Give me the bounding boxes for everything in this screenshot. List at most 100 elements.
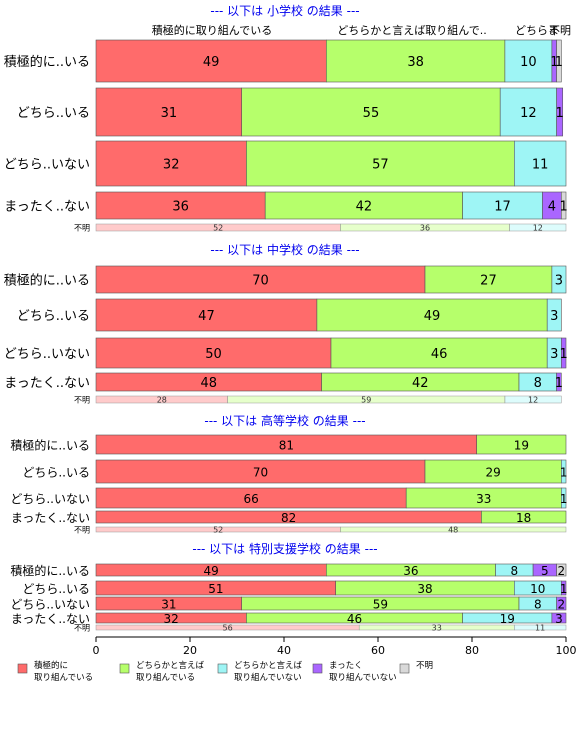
legend-label: まったく [329, 661, 363, 671]
data-label: 42 [356, 200, 373, 215]
data-label: 27 [480, 274, 497, 289]
row-label: まったく..ない [4, 200, 90, 215]
unknown-data-label: 52 [213, 224, 223, 233]
bar-segment [556, 372, 562, 392]
data-label: 8 [510, 564, 518, 578]
data-label: 70 [253, 466, 268, 480]
row-label: どちら..いる [17, 106, 90, 121]
unknown-segment [509, 223, 567, 232]
x-tick-label: 100 [556, 644, 577, 657]
data-label: 81 [279, 439, 294, 453]
row-label: どちら..いない [4, 347, 90, 362]
data-label: 1 [550, 55, 558, 70]
data-label: 11 [532, 158, 549, 173]
data-label: 19 [514, 439, 529, 453]
data-label: 1 [560, 200, 568, 215]
legend-label: どちらかと言えば [234, 660, 303, 671]
bar-segment [560, 487, 567, 509]
row-label: どちら..いない [10, 598, 90, 612]
row-label: どちら..いない [10, 492, 90, 506]
row-label: どちら..いない [4, 158, 90, 173]
unknown-data-label: 36 [420, 224, 430, 233]
data-label: 66 [243, 492, 258, 506]
data-label: 55 [363, 106, 380, 121]
data-label: 29 [486, 466, 501, 480]
row-label: どちら..いる [22, 582, 90, 596]
bar-segment [330, 337, 548, 369]
data-label: 10 [530, 582, 545, 596]
bar-segment [546, 298, 562, 332]
data-label: 38 [407, 55, 424, 70]
bar-segment [551, 265, 567, 294]
data-label: 1 [560, 582, 568, 596]
data-label: 19 [500, 612, 515, 626]
row-label: どちら..いる [22, 466, 90, 480]
data-label: 12 [520, 106, 537, 121]
bar-segment [264, 191, 463, 220]
bar-segment [246, 140, 515, 187]
bar-segment [556, 596, 567, 611]
bar-segment [95, 337, 332, 369]
bar-segment [556, 87, 564, 137]
bar-segment [560, 191, 567, 220]
panel-title: --- 以下は 中学校 の結果 --- [210, 242, 359, 257]
unknown-segment [340, 526, 567, 533]
legend-label: 積極的に [34, 660, 68, 671]
bar-segment [556, 39, 562, 83]
data-label: 10 [520, 55, 537, 70]
bar-segment [560, 337, 567, 369]
unknown-data-label: 12 [533, 224, 543, 233]
panel-title: --- 以下は 特別支援学校 の結果 --- [192, 541, 377, 556]
unknown-segment [514, 624, 567, 631]
unknown-data-label: 48 [448, 526, 458, 535]
x-tick-label: 20 [183, 644, 197, 657]
bar-segment [424, 265, 553, 294]
data-label: 48 [201, 376, 218, 391]
column-header: 不明 [549, 24, 571, 37]
data-label: 70 [252, 274, 269, 289]
unknown-data-label: 56 [223, 624, 233, 633]
unknown-segment [504, 395, 562, 404]
bar-segment [241, 87, 501, 137]
unknown-label: 不明 [74, 224, 90, 233]
data-label: 3 [555, 274, 563, 289]
unknown-data-label: 11 [535, 624, 545, 633]
data-label: 32 [163, 158, 180, 173]
data-label: 46 [347, 612, 362, 626]
unknown-data-label: 12 [528, 396, 538, 405]
data-label: 49 [424, 309, 441, 324]
bar-segment [95, 265, 426, 294]
unknown-label: 不明 [74, 624, 90, 633]
data-label: 42 [412, 376, 429, 391]
legend-swatch [17, 663, 28, 674]
data-label: 1 [560, 347, 568, 362]
panel-title: --- 以下は 小学校 の結果 --- [210, 3, 359, 18]
data-label: 59 [373, 598, 388, 612]
row-label: 積極的に..いる [10, 563, 90, 578]
data-label: 3 [550, 309, 558, 324]
data-label: 47 [198, 309, 215, 324]
bar-segment [551, 612, 567, 624]
x-tick-label: 60 [371, 644, 385, 657]
x-tick-label: 40 [277, 644, 291, 657]
unknown-data-label: 59 [361, 396, 371, 405]
data-label: 46 [431, 347, 448, 362]
row-label: 積極的に..いる [4, 273, 90, 289]
data-label: 4 [548, 200, 556, 215]
legend-label: 取り組んでいる [136, 672, 195, 683]
bar-segment [556, 563, 567, 577]
column-header: 積極的に取り組んでいる [152, 23, 272, 37]
bar-segment [316, 298, 548, 332]
data-label: 31 [161, 598, 176, 612]
data-label: 49 [204, 564, 219, 578]
data-label: 1 [555, 376, 563, 391]
row-label: 積極的に..いる [4, 54, 90, 70]
bar-segment [95, 298, 318, 332]
data-label: 2 [557, 564, 565, 578]
x-tick-label: 0 [93, 644, 100, 657]
row-label: 積極的に..いる [10, 438, 90, 453]
data-label: 1 [556, 106, 564, 121]
bar-segment [325, 39, 506, 83]
data-label: 18 [516, 511, 531, 525]
